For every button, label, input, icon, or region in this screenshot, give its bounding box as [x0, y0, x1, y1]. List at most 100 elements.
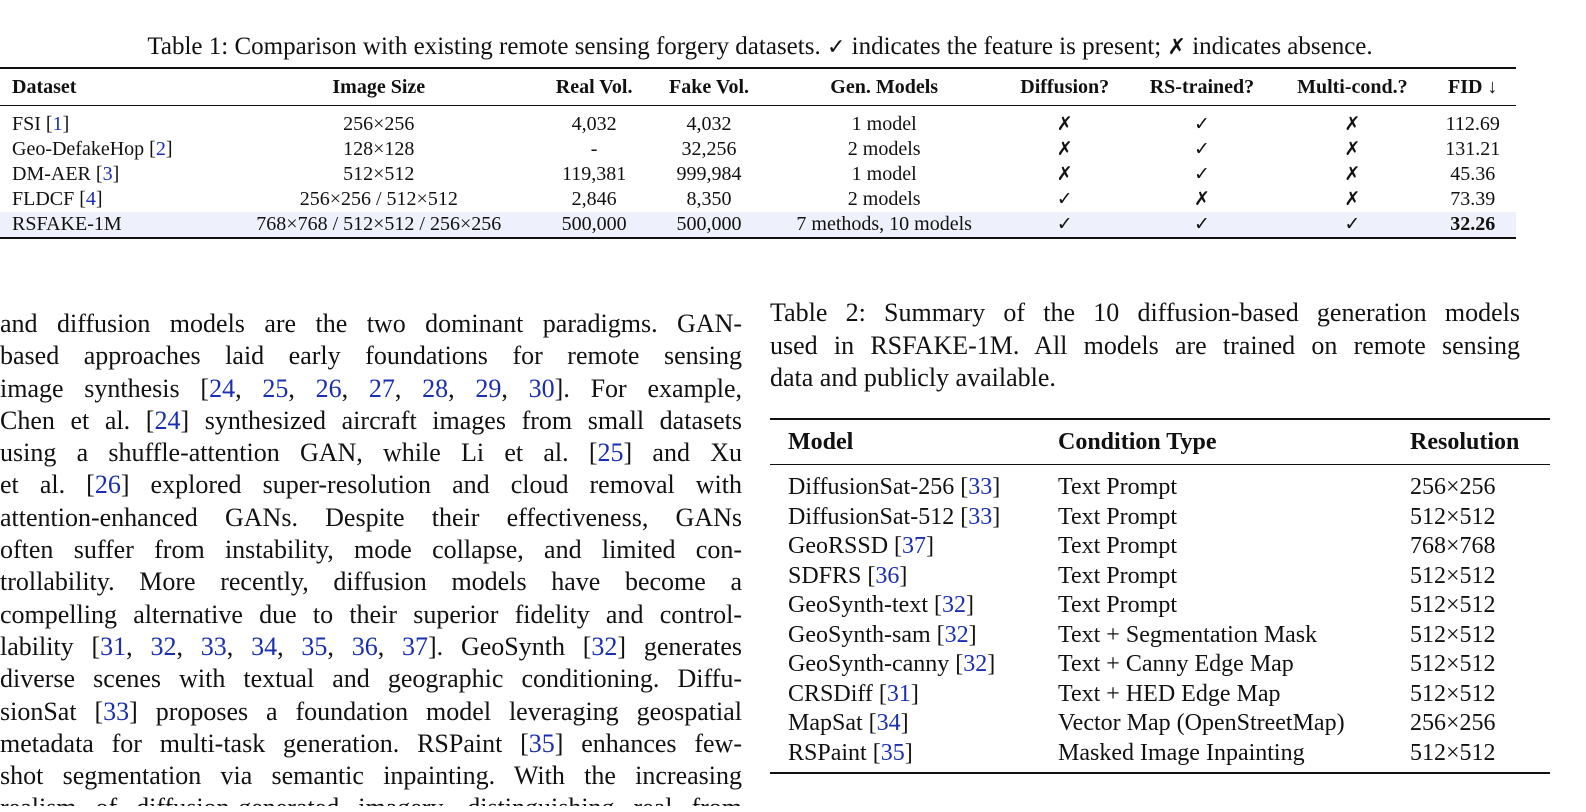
citation-link: 32	[150, 631, 177, 661]
resolution-cell: 256×256	[1410, 474, 1496, 500]
text-segment: ]. GeoSynth [	[428, 631, 592, 661]
models-table: Model Condition Type Resolution Diffusio…	[770, 418, 1550, 774]
citation-link: 2	[155, 138, 166, 160]
dataset-cell: FLDCF [4]	[12, 188, 103, 210]
table2-body: DiffusionSat-256 [33] Text Prompt 256×256 D…	[770, 465, 1550, 774]
fid-cell: 73.39	[1450, 188, 1496, 210]
col-gen-models: Gen. Models	[767, 67, 1001, 106]
text-segment: using a shuffle-attention GAN, while Li …	[0, 438, 598, 468]
col-fake-vol: Fake Vol.	[650, 67, 768, 106]
condition-cell: Text Prompt	[1058, 474, 1177, 500]
col-image-size: Image Size	[219, 67, 538, 106]
diffusion-mark: ✓	[1000, 212, 1129, 239]
condition-cell: Text + Segmentation Mask	[1058, 621, 1318, 648]
model-cell: RSPaint [35]	[770, 738, 1040, 774]
diffusion-mark: ✓	[1056, 188, 1073, 210]
model-cell: DiffusionSat-256 [33]	[788, 474, 1001, 500]
rs-trained-mark: ✓	[1193, 138, 1210, 160]
caption-line: data and publicly available.	[770, 363, 1056, 392]
text-segment: ] proposes a foundation model leveraging…	[129, 696, 742, 726]
gen-models-cell: 7 methods, 10 models	[767, 212, 1001, 239]
rs-trained-mark: ✓	[1193, 163, 1210, 185]
citation-link: 37	[902, 533, 927, 559]
text-segment: ] and Xu	[623, 438, 742, 468]
col-fid: FID ↓	[1429, 67, 1516, 106]
text-segment: ,	[288, 373, 316, 403]
resolution-cell: 256×256	[1410, 710, 1496, 736]
caption-line: used in RSFAKE-1M. All models are traine…	[770, 330, 1520, 360]
model-name: SDFRS	[788, 562, 862, 589]
col-resolution: Resolution	[1392, 418, 1550, 465]
multi-cond-mark: ✗	[1344, 113, 1361, 135]
citation-link: 28	[422, 373, 449, 403]
table-row: GeoSynth-sam [32] Text + Segmentation Mas…	[770, 621, 1550, 651]
diffusion-mark: ✗	[1056, 138, 1073, 160]
text-line: Chen et al. [24] synthesized aircraft im…	[0, 405, 742, 437]
text-line: shot segmentation via semantic inpaintin…	[0, 760, 742, 792]
model-cell: GeoSynth-sam [32]	[788, 621, 977, 648]
fake-vol-cell: 999,984	[676, 163, 742, 185]
dataset-name: FSI	[12, 113, 41, 135]
fid-cell: 45.36	[1450, 163, 1496, 185]
citation-link: 24	[154, 405, 181, 435]
model-name: GeoRSSD	[788, 533, 889, 559]
table-row: RSFAKE-1M 768×768 / 512×512 / 256×256 500,…	[0, 212, 1516, 239]
model-cell: CRSDiff [31]	[788, 680, 919, 707]
text-segment: ,	[394, 373, 423, 403]
table1-header-row: Dataset Image Size Real Vol. Fake Vol. G…	[0, 67, 1516, 106]
table-row: SDFRS [36] Text Prompt 512×512	[770, 562, 1550, 592]
multi-cond-mark: ✗	[1344, 163, 1361, 185]
text-line: image synthesis [24, 25, 26, 27, 28, 29,…	[0, 373, 742, 405]
model-name: GeoSynth-text	[788, 592, 928, 618]
text-segment: compelling alternative due to their supe…	[0, 599, 742, 629]
text-segment: ,	[226, 631, 252, 661]
comparison-table: Dataset Image Size Real Vol. Fake Vol. G…	[0, 67, 1516, 239]
condition-cell: Text Prompt	[1058, 592, 1177, 618]
table-row: Geo-DefakeHop [2] 128×128 - 32,256 2 models ✗…	[0, 137, 1516, 162]
citation-link: 36	[351, 631, 378, 661]
rs-trained-mark: ✓	[1193, 113, 1210, 135]
table1-caption-present: indicates the feature is present;	[851, 33, 1162, 60]
citation-link: 35	[301, 631, 328, 661]
model-name: CRSDiff	[788, 680, 873, 707]
model-name: GeoSynth-sam	[788, 621, 931, 648]
fake-vol-cell: 32,256	[681, 138, 737, 160]
text-segment: shot segmentation via semantic inpaintin…	[0, 761, 742, 791]
real-vol-cell: 4,032	[571, 113, 617, 135]
check-icon: ✓	[826, 35, 846, 60]
image-size-cell: 512×512	[343, 163, 415, 185]
text-line: et al. [26] explored super-resolution an…	[0, 469, 742, 501]
citation-link: 35	[880, 739, 905, 766]
gen-models-cell: 1 model	[851, 163, 917, 185]
table2-header-row: Model Condition Type Resolution	[770, 418, 1550, 465]
gen-models-cell: 1 model	[851, 113, 917, 135]
citation-link: 35	[528, 728, 555, 758]
image-size-cell: 256×256 / 512×512	[299, 188, 458, 210]
text-line: based approaches laid early foundations …	[0, 340, 742, 372]
table-row: MapSat [34] Vector Map (OpenStreetMap) 256…	[770, 709, 1550, 739]
col-rs-trained: RS-trained?	[1128, 67, 1276, 106]
resolution-cell: 768×768	[1410, 533, 1496, 559]
text-segment: attention-enhanced GANs. Despite their e…	[0, 502, 742, 532]
table-row: DM-AER [3] 512×512 119,381 999,984 1 model ✗ ✓…	[0, 162, 1516, 187]
resolution-cell: 512×512	[1410, 680, 1496, 707]
body-paragraph: and diffusion models are the two dominan…	[0, 308, 742, 806]
text-line: often suffer from instability, mode coll…	[0, 534, 742, 566]
fake-vol-cell: 4,032	[686, 113, 732, 135]
text-segment: ,	[341, 373, 369, 403]
text-segment: diverse scenes with textual and geograph…	[0, 664, 742, 694]
text-segment: often suffer from instability, mode coll…	[0, 535, 742, 565]
citation-link: 4	[85, 188, 96, 210]
table-row: RSPaint [35] Masked Image Inpainting 512×5…	[770, 738, 1550, 774]
citation-link: 26	[94, 470, 121, 500]
citation-link: 36	[875, 562, 900, 589]
citation-link: 31	[886, 680, 911, 707]
dataset-name: FLDCF	[12, 188, 75, 210]
real-vol-cell: 2,846	[571, 188, 617, 210]
model-name: DiffusionSat-512	[788, 503, 955, 530]
text-segment: ,	[448, 373, 476, 403]
diffusion-mark: ✗	[1056, 113, 1073, 135]
citation-link: 26	[315, 373, 342, 403]
table-row: DiffusionSat-256 [33] Text Prompt 256×256	[770, 465, 1550, 503]
condition-cell: Masked Image Inpainting	[1040, 738, 1392, 774]
